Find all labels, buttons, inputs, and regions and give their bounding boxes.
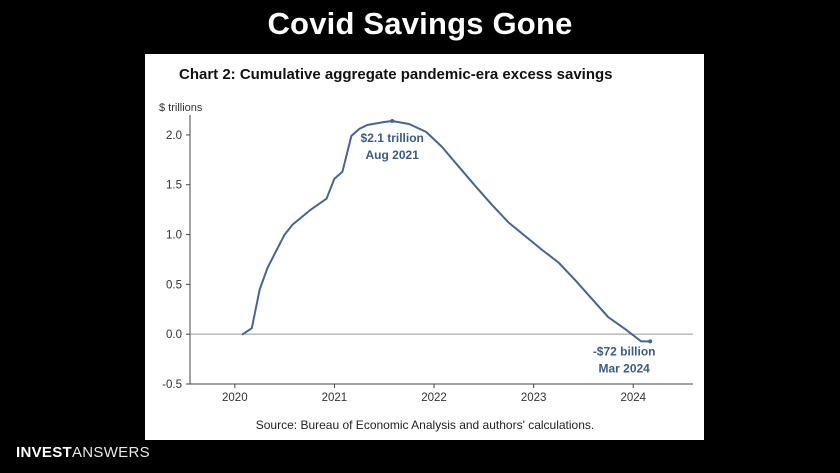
annotation-date: Mar 2024 (598, 361, 650, 375)
chart-panel: Chart 2: Cumulative aggregate pandemic-e… (145, 54, 704, 440)
source-note: Source: Bureau of Economic Analysis and … (256, 418, 594, 432)
y-tick-label: -0.5 (162, 379, 182, 391)
brand-part-invest: INVEST (16, 444, 72, 461)
y-tick-label: 2.0 (166, 130, 182, 142)
x-tick-label: 2024 (620, 392, 646, 404)
annotation-point (648, 339, 653, 344)
x-tick-label: 2020 (222, 392, 248, 404)
y-axis-ticks: 2.0 1.5 1.0 0.5 0.0 -0.5 (162, 115, 191, 391)
y-tick-label: 1.0 (166, 230, 182, 242)
x-tick-label: 2022 (421, 392, 447, 404)
y-tick-label: 1.5 (166, 180, 182, 192)
annotation-value: -$72 billion (593, 344, 656, 358)
x-axis-ticks: 2020 2021 2022 2023 2024 (222, 384, 647, 404)
series-line-excess-savings (241, 120, 652, 343)
brand-part-answers: ANSWERS (71, 444, 150, 461)
annotation-date: Aug 2021 (366, 148, 420, 162)
y-axis-label: $ trillions (159, 102, 203, 114)
annotations: $2.1 trillion Aug 2021 -$72 billion Mar 202… (361, 118, 656, 375)
slide-title: Covid Savings Gone (267, 6, 573, 41)
chart-title: Chart 2: Cumulative aggregate pandemic-e… (179, 66, 613, 83)
brand-logo: INVESTANSWERS (16, 444, 150, 461)
x-tick-label: 2021 (322, 392, 348, 404)
annotation-point (390, 118, 395, 123)
x-tick-label: 2023 (521, 392, 547, 404)
y-tick-label: 0.0 (166, 329, 182, 341)
savings-line-chart: Chart 2: Cumulative aggregate pandemic-e… (159, 66, 693, 432)
y-tick-label: 0.5 (166, 279, 182, 291)
annotation-value: $2.1 trillion (361, 131, 424, 145)
